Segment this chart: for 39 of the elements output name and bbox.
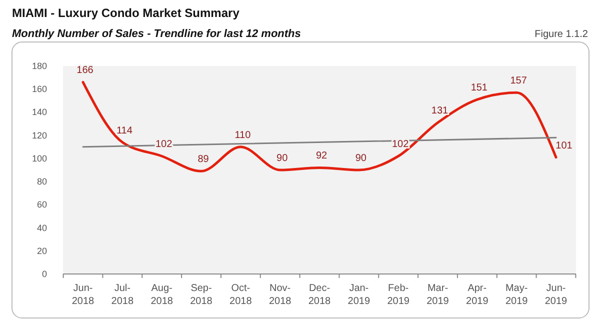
y-tick-label: 140 <box>32 107 47 118</box>
y-tick-label: 60 <box>36 200 47 210</box>
data-label: 131 <box>431 106 449 117</box>
data-label: 151 <box>470 82 488 94</box>
y-tick-label: 160 <box>32 84 47 94</box>
x-tick-label: Jun-2019 <box>544 283 568 307</box>
y-tick-label: 0 <box>42 269 47 279</box>
data-label: 114 <box>116 125 133 136</box>
y-tick-label: 20 <box>36 246 47 256</box>
chart-subtitle: Monthly Number of Sales - Trendline for last 12 months <box>12 28 301 40</box>
data-label: 166 <box>76 65 94 76</box>
x-tick-label: Sep-2018 <box>190 283 213 307</box>
data-label: 90 <box>355 153 367 164</box>
x-tick-label: Jun-2018 <box>72 283 95 307</box>
y-tick-label: 40 <box>36 222 47 233</box>
x-tick-label: Oct-2018 <box>230 283 252 307</box>
y-tick-label: 100 <box>32 153 47 164</box>
x-tick-label: Mar-2019 <box>426 283 450 307</box>
data-label: 157 <box>510 76 528 87</box>
data-label: 92 <box>316 150 328 162</box>
x-tick-label: Nov-2018 <box>268 283 292 307</box>
y-tick-label: 120 <box>32 130 47 140</box>
x-tick-label: Aug-2018 <box>150 283 174 307</box>
data-label: 101 <box>556 140 573 152</box>
caption: Figure 1.1.2 <box>534 29 588 40</box>
data-label: 89 <box>198 154 210 166</box>
x-tick-label: Feb-2019 <box>387 283 410 307</box>
y-tick-label: 80 <box>36 176 47 187</box>
data-label: 90 <box>276 153 288 164</box>
y-tick-label: 180 <box>32 61 47 71</box>
x-tick-label: Apr-2019 <box>466 283 489 307</box>
x-tick-label: Jul-2018 <box>111 283 134 307</box>
data-label: 102 <box>155 139 173 150</box>
data-label: 102 <box>392 139 410 150</box>
x-tick-label: Dec-2018 <box>308 283 332 307</box>
data-label: 110 <box>234 130 252 141</box>
x-tick-label: Jan-2019 <box>348 283 370 307</box>
x-tick-label: May-2019 <box>505 283 528 307</box>
chart-title: MIAMI - Luxury Condo Market Summary <box>12 6 240 20</box>
